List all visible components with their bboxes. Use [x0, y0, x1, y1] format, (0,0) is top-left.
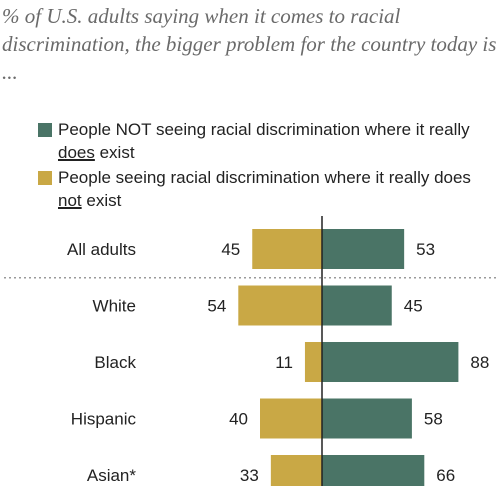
- legend-item-seeing: People seeing racial discrimination wher…: [38, 166, 498, 212]
- value-label-seeing-all-adults: 45: [221, 240, 240, 259]
- value-label-not-seeing-all-adults: 53: [416, 240, 435, 259]
- bar-seeing-black: [304, 342, 322, 382]
- legend-label-seeing: People seeing racial discrimination wher…: [58, 168, 471, 210]
- category-label-asian: Asian*: [87, 466, 137, 485]
- category-label-white: White: [93, 297, 136, 316]
- value-label-not-seeing-black: 88: [470, 353, 489, 372]
- bar-seeing-white: [238, 285, 322, 326]
- value-label-seeing-black: 11: [275, 353, 293, 372]
- value-label-not-seeing-asian: 66: [436, 466, 455, 485]
- bar-not-seeing-asian: [322, 455, 425, 486]
- legend-item-not-seeing: People NOT seeing racial discrimination …: [38, 118, 498, 164]
- legend-swatch-seeing: [38, 171, 52, 185]
- category-label-all-adults: All adults: [67, 240, 136, 259]
- bar-not-seeing-black: [322, 342, 459, 382]
- bar-not-seeing-all-adults: [322, 229, 405, 269]
- bar-seeing-hispanic: [260, 398, 322, 439]
- legend-swatch-not-seeing: [38, 123, 52, 137]
- category-label-black: Black: [94, 353, 136, 372]
- legend-label-not-seeing: People NOT seeing racial discrimination …: [58, 120, 470, 162]
- value-label-not-seeing-hispanic: 58: [424, 410, 443, 429]
- bar-not-seeing-hispanic: [322, 398, 412, 439]
- legend: People NOT seeing racial discrimination …: [38, 118, 498, 214]
- value-label-seeing-asian: 33: [240, 466, 259, 485]
- bar-not-seeing-white: [322, 285, 392, 326]
- bar-seeing-asian: [270, 455, 322, 486]
- value-label-not-seeing-white: 45: [404, 297, 423, 316]
- bar-seeing-all-adults: [252, 229, 322, 269]
- chart-subtitle: % of U.S. adults saying when it comes to…: [2, 4, 497, 84]
- category-label-hispanic: Hispanic: [71, 410, 137, 429]
- value-label-seeing-hispanic: 40: [229, 410, 248, 429]
- value-label-seeing-white: 54: [207, 297, 226, 316]
